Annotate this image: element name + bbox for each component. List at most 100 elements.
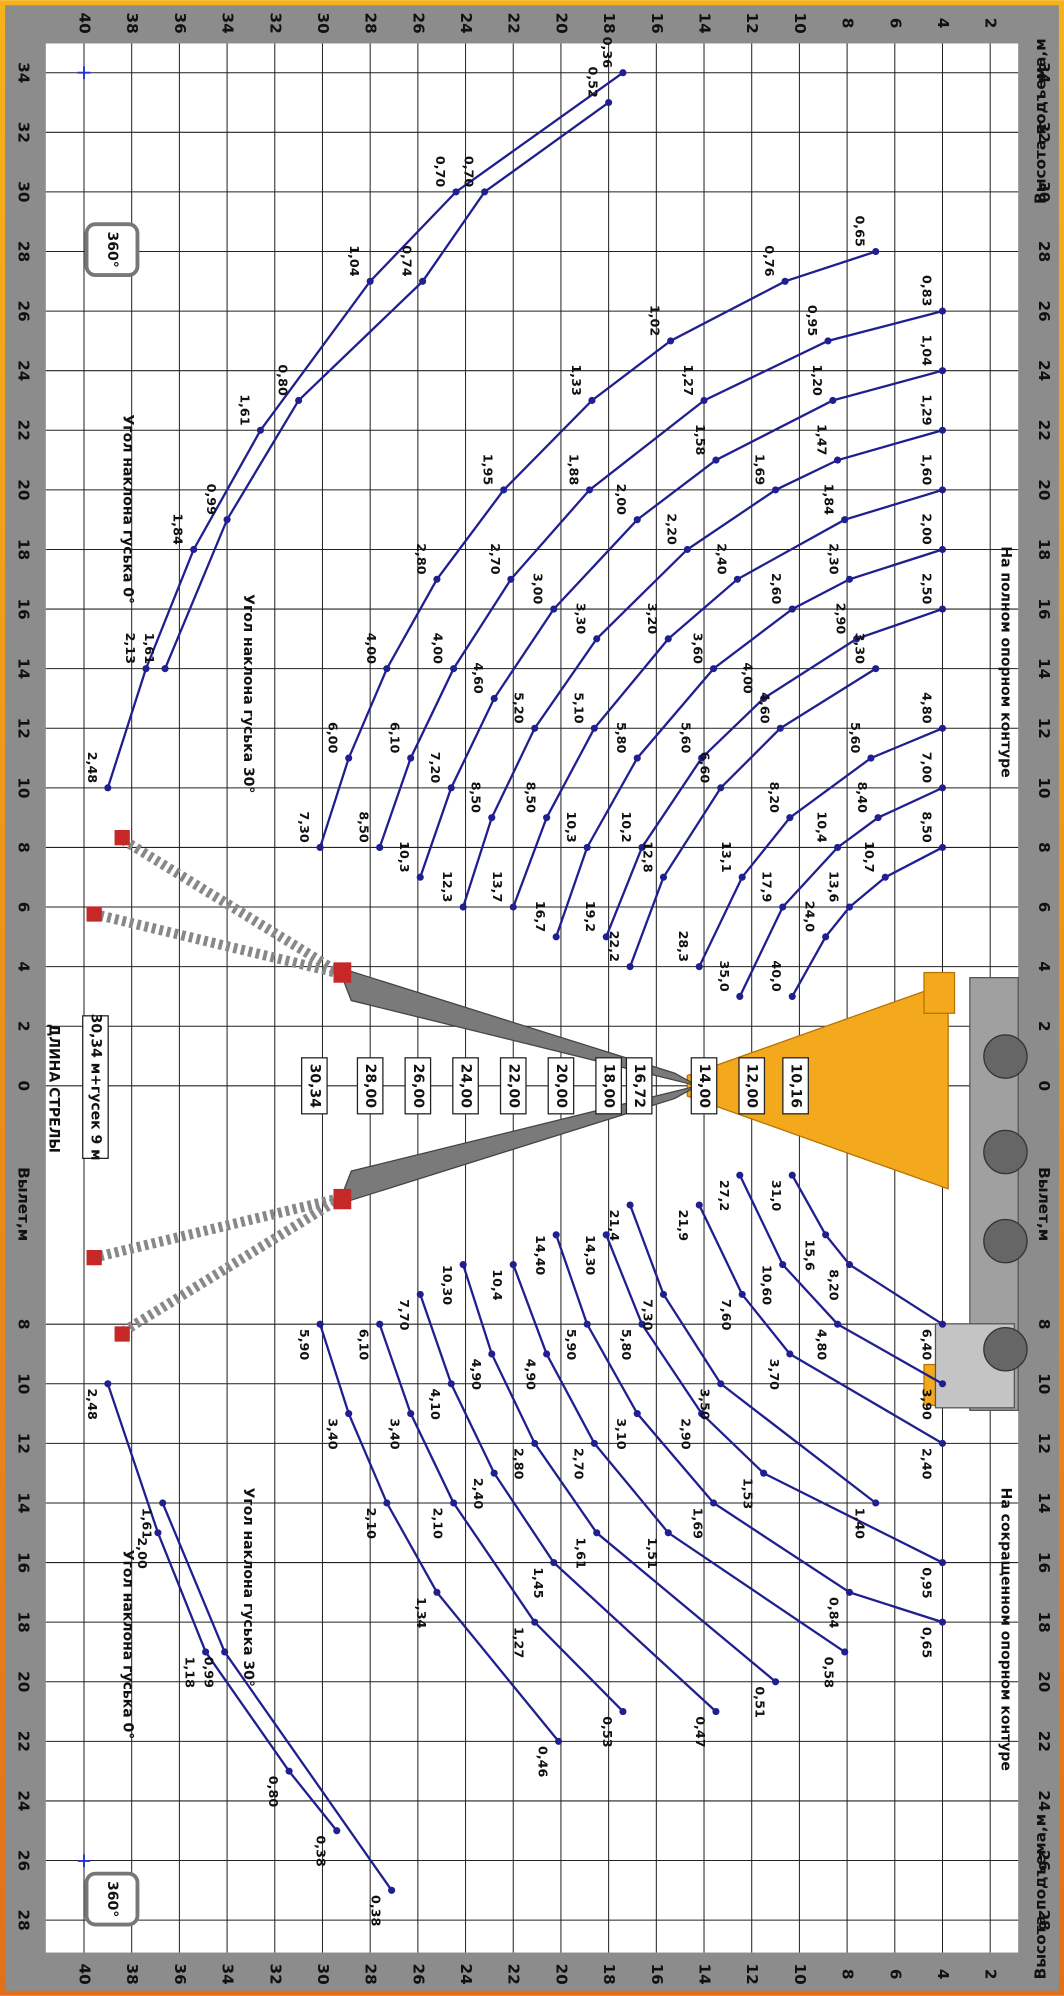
load-label: 5,60 — [679, 722, 694, 754]
load-label: 27,2 — [717, 1180, 732, 1211]
load-label: 0,38 — [314, 1835, 329, 1867]
radius-tick-label: 8 — [14, 1319, 32, 1330]
load-point — [417, 1291, 424, 1298]
load-label: 1,47 — [815, 424, 830, 455]
load-point — [786, 1350, 793, 1357]
load-label: 3,20 — [645, 603, 660, 635]
load-label: 0,65 — [919, 1627, 934, 1658]
radius-tick-label: 8 — [1035, 1319, 1053, 1330]
height-axis-label: Высота подъема,м — [1032, 38, 1050, 204]
load-point — [939, 725, 946, 732]
height-tick-label: 22 — [505, 12, 523, 33]
load-point — [772, 486, 779, 493]
load-label: 6,10 — [357, 1329, 372, 1361]
radius-tick-label: 12 — [1035, 1433, 1053, 1454]
load-point — [779, 1261, 786, 1268]
load-label: 7,30 — [640, 1299, 655, 1331]
load-label: 10,30 — [440, 1265, 455, 1305]
load-label: 13,1 — [719, 841, 734, 872]
load-label: 8,50 — [357, 811, 372, 843]
load-label: 3,40 — [388, 1418, 403, 1450]
height-tick-label: 8 — [839, 18, 857, 29]
load-point — [712, 457, 719, 464]
load-label: 19,2 — [583, 901, 598, 932]
load-point — [584, 844, 591, 851]
load-point — [586, 486, 593, 493]
height-tick-label: 18 — [600, 1964, 618, 1985]
load-point — [834, 457, 841, 464]
height-tick-label: 30 — [314, 1964, 332, 1985]
load-label: 2,90 — [679, 1418, 694, 1450]
load-label: 1,27 — [681, 364, 696, 395]
load-point — [383, 665, 390, 672]
load-point — [867, 754, 874, 761]
load-point — [317, 844, 324, 851]
load-label: 28,3 — [676, 931, 691, 962]
load-point — [553, 933, 560, 940]
radius-tick-label: 4 — [14, 961, 32, 972]
boom-length-label: 18,00 — [601, 1064, 617, 1109]
height-tick-label: 10 — [791, 12, 809, 33]
load-label: 1,33 — [569, 364, 584, 395]
load-label: 3,90 — [919, 1388, 934, 1420]
height-tick-label: 32 — [266, 12, 284, 33]
hook — [333, 962, 351, 982]
height-tick-label: 26 — [409, 1964, 427, 1985]
height-tick-label: 4 — [934, 18, 952, 29]
load-point — [531, 1440, 538, 1447]
radius-tick-label: 10 — [14, 1373, 32, 1394]
radius-tick-label: 20 — [1035, 1671, 1053, 1692]
hook — [333, 1189, 351, 1209]
load-point — [736, 993, 743, 1000]
load-label: 6,40 — [919, 1329, 934, 1361]
load-label: 6,00 — [326, 722, 341, 754]
load-point — [822, 933, 829, 940]
height-tick-label: 2 — [982, 1969, 1000, 1980]
load-label: 5,60 — [848, 722, 863, 754]
load-point — [939, 367, 946, 374]
load-point — [824, 337, 831, 344]
load-label: 24,0 — [803, 901, 818, 933]
series-name: Угол наклона гуська 0° — [119, 415, 135, 605]
radius-tick-label: 22 — [14, 1731, 32, 1752]
height-tick-label: 6 — [886, 18, 904, 29]
load-point — [159, 1499, 166, 1506]
load-label: 2,90 — [834, 603, 849, 635]
load-point — [202, 1648, 209, 1655]
radius-tick-label: 24 — [1035, 1790, 1053, 1811]
height-tick-label: 22 — [505, 1964, 523, 1985]
contour-title: На полном опорном контуре — [997, 546, 1013, 777]
load-point — [491, 695, 498, 702]
height-tick-label: 36 — [171, 1964, 189, 1985]
radius-tick-label: 8 — [14, 842, 32, 853]
load-point — [507, 576, 514, 583]
load-point — [224, 516, 231, 523]
load-point — [846, 903, 853, 910]
load-label: 8,50 — [919, 811, 934, 843]
load-point — [627, 963, 634, 970]
load-point — [939, 1559, 946, 1566]
load-point — [154, 1529, 161, 1536]
load-label: 3,70 — [767, 1359, 782, 1391]
radius-tick-label: 30 — [14, 181, 32, 202]
load-label: 21,9 — [676, 1210, 691, 1242]
load-point — [531, 725, 538, 732]
radius-tick-label: 12 — [14, 718, 32, 739]
height-tick-label: 18 — [600, 12, 618, 33]
load-point — [481, 188, 488, 195]
radius-tick-label: 20 — [14, 1671, 32, 1692]
load-point — [286, 1768, 293, 1775]
height-tick-label: 40 — [75, 1964, 93, 1985]
height-tick-label: 32 — [266, 1964, 284, 1985]
radius-tick-label: 24 — [1035, 360, 1053, 381]
load-point — [789, 606, 796, 613]
load-point — [786, 814, 793, 821]
load-point — [433, 576, 440, 583]
load-label: 1,27 — [512, 1627, 527, 1658]
load-label: 4,90 — [524, 1359, 539, 1391]
radius-tick-label: 6 — [1035, 902, 1053, 913]
load-point — [939, 308, 946, 315]
load-label: 14,40 — [533, 1235, 548, 1275]
load-label: 31,0 — [769, 1180, 784, 1212]
load-label: 4,60 — [757, 692, 772, 724]
